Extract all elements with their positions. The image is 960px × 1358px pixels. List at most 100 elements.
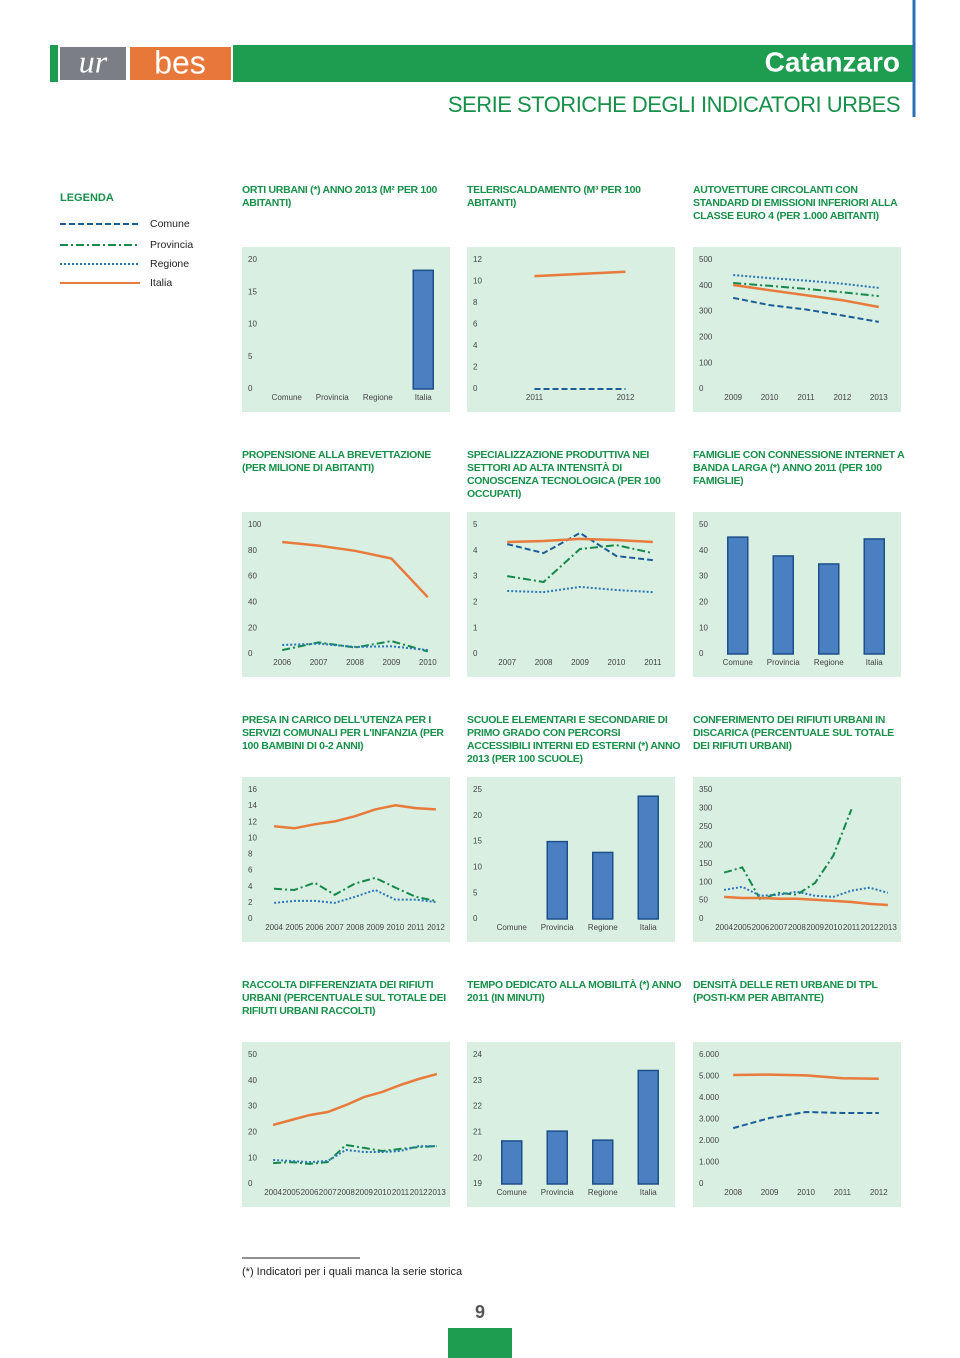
plot-background <box>242 777 450 942</box>
y-tick-label: 200 <box>699 840 713 849</box>
bar <box>637 1069 659 1185</box>
x-tick-label: Regione <box>588 923 618 932</box>
y-tick-label: 4 <box>248 882 253 891</box>
y-tick-label: 15 <box>248 287 257 296</box>
x-tick-label: Regione <box>814 658 844 667</box>
x-tick-label: 2012 <box>427 923 445 932</box>
logo-text: bes <box>154 44 206 80</box>
y-tick-label: 24 <box>473 1050 482 1059</box>
bar <box>637 795 659 920</box>
legend-label: Italia <box>150 277 172 289</box>
x-tick-label: 2004 <box>715 923 733 932</box>
x-tick-label: 2007 <box>310 658 328 667</box>
legend-label: Provincia <box>150 239 193 251</box>
y-tick-label: 5 <box>473 520 478 529</box>
x-tick-label: 2011 <box>644 658 662 667</box>
city: Catanzaro <box>765 46 900 77</box>
x-tick-label: 2011 <box>526 393 544 402</box>
series-line <box>733 296 879 323</box>
series-line <box>274 888 437 904</box>
y-tick-label: 0 <box>699 1179 704 1188</box>
y-tick-label: 3.000 <box>699 1115 720 1124</box>
x-tick-label: 2009 <box>355 1188 373 1197</box>
y-tick-label: 50 <box>248 1050 257 1059</box>
x-tick-label: 2009 <box>761 1188 779 1197</box>
chart-title: SPECIALIZZAZIONE PRODUTTIVA NEI SETTORI … <box>467 449 661 500</box>
logo-text: ur <box>79 43 108 79</box>
series-line <box>724 895 888 907</box>
x-tick-label: 2006 <box>752 923 770 932</box>
y-tick-label: 0 <box>248 384 253 393</box>
y-tick-label: 0 <box>699 649 704 658</box>
x-tick-label: Italia <box>640 1188 657 1197</box>
bar <box>592 851 614 920</box>
x-tick-label: 2012 <box>861 923 879 932</box>
y-tick-label: 10 <box>473 277 482 286</box>
x-tick-label: 2005 <box>285 923 303 932</box>
y-tick-label: 15 <box>473 837 482 846</box>
x-tick-label: 2009 <box>366 923 384 932</box>
y-tick-label: 2 <box>473 363 478 372</box>
x-tick-label: Italia <box>866 658 883 667</box>
y-tick-label: 5 <box>473 888 478 897</box>
y-tick-label: 0 <box>473 384 478 393</box>
y-tick-label: 100 <box>699 877 713 886</box>
x-tick-label: 2008 <box>788 923 806 932</box>
y-tick-label: 20 <box>473 1153 482 1162</box>
y-tick-label: 2 <box>248 898 253 907</box>
series-line <box>723 885 889 898</box>
y-tick-label: 25 <box>473 785 482 794</box>
series-line <box>733 1073 879 1080</box>
x-tick-label: Comune <box>497 1188 528 1197</box>
plot-background <box>467 512 675 677</box>
y-tick-label: 20 <box>699 598 708 607</box>
x-tick-label: 2012 <box>834 393 852 402</box>
x-tick-label: 2007 <box>498 658 516 667</box>
y-tick-label: 250 <box>699 822 713 831</box>
series-line <box>732 1110 879 1130</box>
y-tick-label: 100 <box>699 358 713 367</box>
plot-background <box>693 777 901 942</box>
legend-title: LEGENDA <box>60 192 114 204</box>
x-tick-label: 2012 <box>410 1188 428 1197</box>
series-line <box>282 540 429 599</box>
x-tick-label: Regione <box>588 1188 618 1197</box>
series-line <box>507 537 653 544</box>
x-tick-label: 2012 <box>617 393 635 402</box>
series-line <box>723 808 853 902</box>
bar <box>772 555 794 655</box>
x-tick-label: 2008 <box>346 923 364 932</box>
y-tick-label: 0 <box>248 1179 253 1188</box>
bar <box>863 538 885 655</box>
x-tick-label: 2005 <box>282 1188 300 1197</box>
legend-label: Comune <box>150 218 190 230</box>
series-line <box>272 1072 438 1127</box>
x-tick-label: Provincia <box>541 1188 574 1197</box>
x-tick-label: 2010 <box>419 658 437 667</box>
y-tick-label: 22 <box>473 1102 482 1111</box>
y-tick-label: 10 <box>248 833 257 842</box>
series-line <box>507 585 653 594</box>
plot-background <box>242 512 450 677</box>
chart-title: SCUOLE ELEMENTARI E SECONDARIE DI PRIMO … <box>467 714 681 765</box>
y-tick-label: 12 <box>473 255 482 264</box>
y-tick-label: 12 <box>248 817 257 826</box>
series-line <box>273 804 436 830</box>
y-tick-label: 6.000 <box>699 1050 720 1059</box>
chart-title: ORTI URBANI (*) ANNO 2013 (M² PER 100 AB… <box>242 184 438 209</box>
series-line <box>733 283 880 309</box>
x-tick-label: 2009 <box>724 393 742 402</box>
y-tick-label: 300 <box>699 804 713 813</box>
footnote: (*) Indicatori per i quali manca la seri… <box>242 1266 463 1278</box>
y-tick-label: 3 <box>473 572 478 581</box>
y-tick-label: 10 <box>248 1153 257 1162</box>
x-tick-label: Italia <box>640 923 657 932</box>
x-tick-label: 2008 <box>346 658 364 667</box>
series-line <box>534 270 626 278</box>
y-tick-label: 40 <box>699 546 708 555</box>
chart-title: PROPENSIONE ALLA BREVETTAZIONE (PER MILI… <box>242 449 431 474</box>
x-tick-label: 2013 <box>428 1188 446 1197</box>
y-tick-label: 20 <box>248 255 257 264</box>
y-tick-label: 0 <box>248 649 253 658</box>
